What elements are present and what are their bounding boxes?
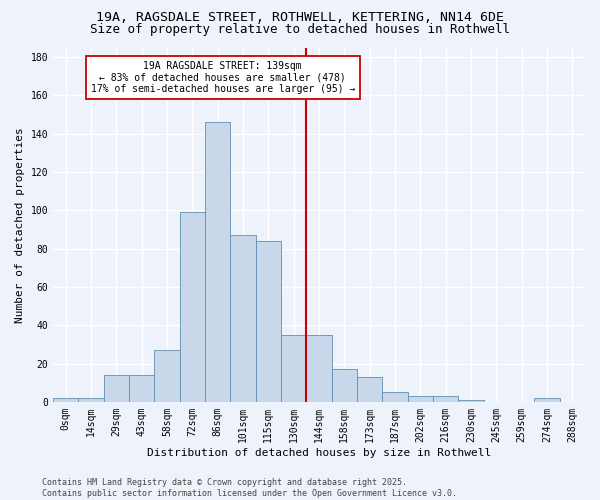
Bar [433,396,458,402]
Y-axis label: Number of detached properties: Number of detached properties [15,127,25,322]
Bar [230,235,256,402]
Bar [357,377,382,402]
Bar [281,335,307,402]
Bar [205,122,230,402]
Bar [154,350,179,402]
Text: 19A RAGSDALE STREET: 139sqm
← 83% of detached houses are smaller (478)
17% of se: 19A RAGSDALE STREET: 139sqm ← 83% of det… [91,61,355,94]
Bar [535,398,560,402]
Bar [307,335,332,402]
Bar [129,375,154,402]
Text: 19A, RAGSDALE STREET, ROTHWELL, KETTERING, NN14 6DE: 19A, RAGSDALE STREET, ROTHWELL, KETTERIN… [96,11,504,24]
Bar [104,375,129,402]
Text: Size of property relative to detached houses in Rothwell: Size of property relative to detached ho… [90,24,510,36]
Bar [332,370,357,402]
Bar [256,241,281,402]
Text: Contains HM Land Registry data © Crown copyright and database right 2025.
Contai: Contains HM Land Registry data © Crown c… [42,478,457,498]
Bar [458,400,484,402]
Bar [53,398,79,402]
Bar [179,212,205,402]
Bar [79,398,104,402]
Bar [407,396,433,402]
Bar [382,392,407,402]
X-axis label: Distribution of detached houses by size in Rothwell: Distribution of detached houses by size … [147,448,491,458]
